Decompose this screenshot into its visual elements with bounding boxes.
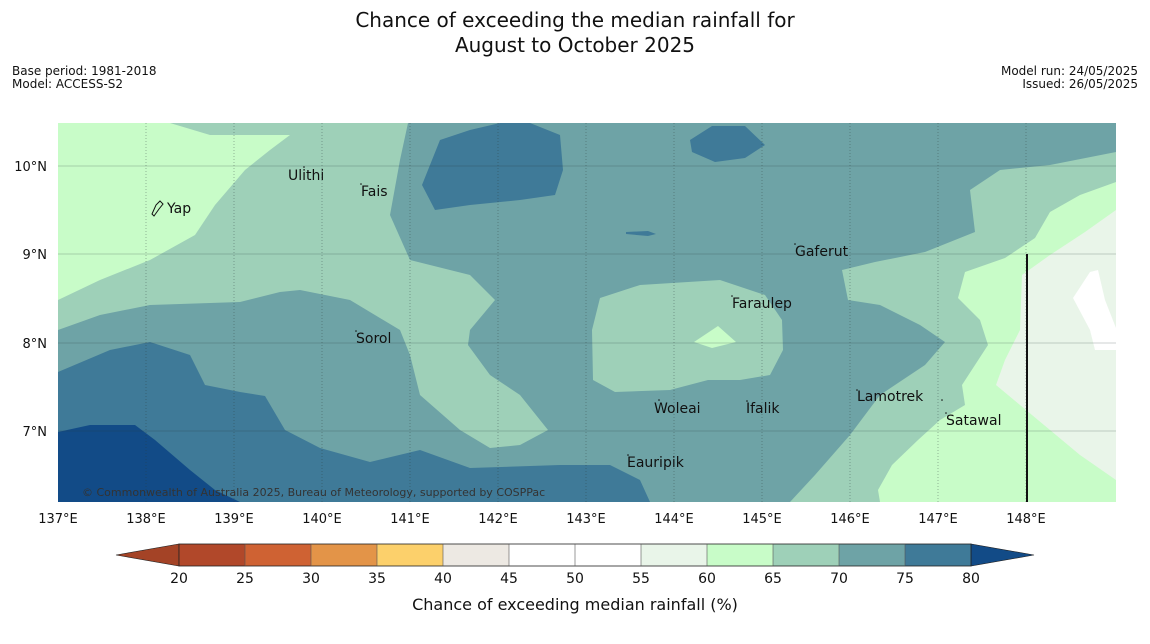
place-yap: Yap [166, 201, 191, 217]
place-ulithi: Ulithi [288, 168, 324, 184]
place-gaferut: Gaferut [795, 244, 849, 260]
base-period: Base period: 1981-2018 [12, 64, 157, 78]
place-faraulep: Faraulep [732, 296, 792, 312]
lon-tick-139: 139°E [214, 512, 254, 527]
cb-tick-55: 55 [632, 571, 650, 587]
place-lamotrek: Lamotrek [857, 389, 924, 405]
zone-80-plus [58, 425, 240, 502]
zone-75-80-dash [626, 231, 656, 236]
zone-60-65-west [58, 123, 290, 300]
cb-tick-65: 65 [764, 571, 782, 587]
place-eauripik: Eauripik [627, 455, 685, 471]
cb-tick-20: 20 [170, 571, 188, 587]
lat-gridlines [58, 165, 1116, 432]
title-line-1: Chance of exceeding the median rainfall … [355, 8, 795, 32]
title-line-2: August to October 2025 [454, 33, 696, 57]
colorbar-bin-70-75 [839, 544, 905, 566]
copyright-text: © Commonwealth of Australia 2025, Bureau… [82, 486, 545, 499]
cb-tick-80: 80 [962, 571, 980, 587]
place-sorol: Sorol [356, 331, 391, 347]
colorbar-bin-65-70 [773, 544, 839, 566]
cb-tick-70: 70 [830, 571, 848, 587]
model-run: Model run: 24/05/2025 [1000, 64, 1138, 78]
lat-tick-8: 8°N [23, 337, 48, 352]
colorbar-bin-75-80 [905, 544, 971, 566]
cb-tick-35: 35 [368, 571, 386, 587]
colorbar-under-arrow [115, 543, 180, 567]
gridlines [145, 123, 1027, 502]
cb-tick-25: 25 [236, 571, 254, 587]
colorbar-bin-50-55 [575, 544, 641, 566]
lon-tick-137: 137°E [38, 512, 78, 527]
cb-tick-50: 50 [566, 571, 584, 587]
colorbar-bin-40-45 [443, 544, 509, 566]
yap-island-shape [151, 200, 164, 217]
lon-tick-labels: 137°E 138°E 139°E 140°E 141°E 142°E 143°… [38, 512, 1046, 527]
model-name: Model: ACCESS-S2 [12, 77, 124, 91]
zone-50-55-east [1073, 270, 1116, 350]
colorbar-label: Chance of exceeding median rainfall (%) [412, 595, 738, 614]
lon-tick-138: 138°E [126, 512, 166, 527]
colorbar-bin-20-25 [179, 544, 245, 566]
zone-75-80-northeast [690, 126, 765, 162]
place-woleai: Woleai [654, 401, 701, 417]
colorbar: 20 25 30 35 40 45 50 55 60 65 70 75 80 C… [115, 543, 1035, 614]
lon-tick-146: 146°E [830, 512, 870, 527]
lat-tick-7: 7°N [23, 425, 48, 440]
cb-tick-30: 30 [302, 571, 320, 587]
lon-tick-140: 140°E [302, 512, 342, 527]
zone-75-80-southwest [58, 342, 650, 502]
lon-tick-143: 143°E [566, 512, 606, 527]
zone-75-80-north [422, 123, 563, 210]
lon-tick-145: 145°E [742, 512, 782, 527]
lon-tick-147: 147°E [918, 512, 958, 527]
colorbar-bin-55-60 [641, 544, 707, 566]
colorbar-bin-25-30 [245, 544, 311, 566]
lat-tick-labels: 10°N 9°N 8°N 7°N [14, 160, 47, 440]
lon-tick-144: 144°E [654, 512, 694, 527]
meta-right: Model run: 24/05/2025 Issued: 26/05/2025 [1001, 65, 1138, 91]
place-ifalik: Ifalik [746, 401, 780, 417]
cb-tick-40: 40 [434, 571, 452, 587]
place-dots [303, 166, 947, 456]
lon-tick-148: 148°E [1006, 512, 1046, 527]
colorbar-bin-60-65 [707, 544, 773, 566]
lon-tick-142: 142°E [478, 512, 518, 527]
colorbar-bin-45-50 [509, 544, 575, 566]
cb-tick-60: 60 [698, 571, 716, 587]
cb-tick-45: 45 [500, 571, 518, 587]
colorbar-dividers [244, 544, 906, 566]
colorbar-tick-labels: 20 25 30 35 40 45 50 55 60 65 70 75 80 [170, 571, 980, 587]
lat-tick-9: 9°N [23, 248, 48, 263]
colorbar-bin-35-40 [377, 544, 443, 566]
place-satawal: Satawal [946, 413, 1001, 429]
cb-tick-75: 75 [896, 571, 914, 587]
place-fais: Fais [361, 184, 388, 200]
zone-60-65-center [694, 326, 736, 348]
map-title: Chance of exceeding the median rainfall … [0, 8, 1150, 58]
colorbar-over-arrow [970, 543, 1035, 567]
meta-left: Base period: 1981-2018 Model: ACCESS-S2 [12, 65, 157, 91]
colorbar-bin-30-35 [311, 544, 377, 566]
lat-tick-10: 10°N [14, 160, 47, 175]
issued-date: Issued: 26/05/2025 [1022, 77, 1138, 91]
map-area: Yap Ulithi Fais Gaferut Faraulep Sorol W… [58, 123, 1116, 502]
zone-65-70-center [592, 280, 783, 392]
lon-tick-141: 141°E [390, 512, 430, 527]
